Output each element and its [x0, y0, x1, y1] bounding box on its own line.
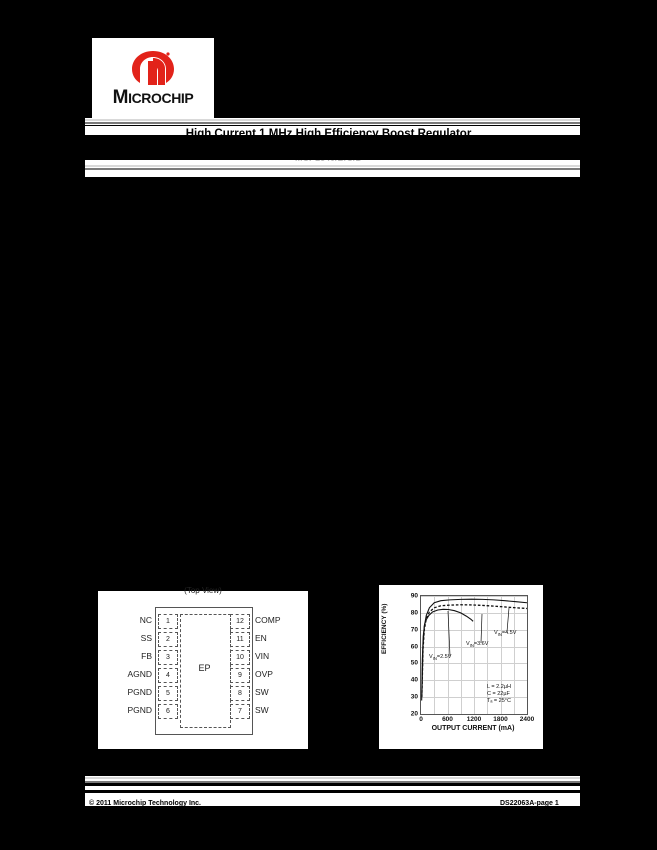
chart-leader-lines	[447, 607, 510, 657]
chart-x-axis-title: OUTPUT CURRENT (mA)	[431, 725, 515, 732]
footer-rule-band-top	[85, 776, 580, 782]
pin-5-label: PGND	[127, 687, 152, 697]
header-rule-2	[85, 122, 580, 124]
ytick-90: 90	[410, 592, 418, 600]
title-occlusion-mask	[0, 135, 657, 153]
pin-8-label: SW	[255, 687, 269, 697]
pin-11-label: EN	[255, 633, 267, 643]
gridline-x-1200	[474, 596, 475, 714]
chart-plot-area: 90 80 70 60 50 40 30 20 0 600 1200 1800 …	[411, 593, 534, 724]
pin-12-number: 12	[230, 614, 250, 629]
footer-rule-3	[85, 786, 580, 790]
footer-occlusion-mask	[0, 806, 657, 850]
gridline-x-900	[460, 596, 462, 714]
xtick-2400: 2400	[519, 716, 535, 723]
ytick-40: 40	[410, 676, 418, 684]
pin-11-number: 11	[230, 632, 250, 647]
ytick-80: 80	[410, 609, 418, 617]
gridline-x-1800	[500, 596, 502, 714]
ytick-30: 30	[410, 693, 418, 701]
annotation-vin-3v6: VIN=3.6V	[466, 641, 489, 649]
exposed-pad-label: EP	[198, 663, 211, 673]
footer-copyright: © 2011 Microchip Technology Inc.	[89, 800, 201, 807]
pin-1-label: NC	[139, 615, 152, 625]
pin-7-label: SW	[255, 705, 269, 715]
microchip-wordmark: MICROCHIP	[112, 87, 194, 108]
header-rule-band-top	[85, 118, 580, 125]
xtick-600: 600	[442, 716, 453, 723]
ytick-70: 70	[410, 626, 418, 634]
chart-y-axis-title: EFFICIENCY (%)	[381, 603, 388, 654]
gridline-x-1500	[487, 596, 489, 714]
annotation-vin-2v5: VIN=2.5V	[429, 654, 452, 662]
pin-diagram-caption: (Top View)	[184, 586, 222, 595]
microchip-logo-icon	[127, 49, 179, 87]
gridline-x-300	[434, 596, 436, 714]
ytick-50: 50	[410, 659, 418, 667]
gridline-x-2100	[513, 596, 515, 714]
efficiency-chart: EFFICIENCY (%) OUTPUT CURRENT (mA)	[379, 585, 543, 749]
pin-3-label: FB	[141, 651, 152, 661]
pin-4-label: AGND	[127, 669, 152, 679]
footer-rule-1	[85, 777, 580, 779]
footer-rule-2	[85, 781, 580, 783]
subtitle-occlusion-mask	[0, 152, 657, 160]
pin-10-number: 10	[230, 650, 250, 665]
pin-8-number: 8	[230, 686, 250, 701]
microchip-logo: MICROCHIP	[92, 38, 214, 118]
header-rule-1	[85, 119, 580, 121]
ytick-60: 60	[410, 643, 418, 651]
pin-6-label: PGND	[127, 705, 152, 715]
pin-10-label: VIN	[255, 651, 270, 661]
pin-1-number: 1	[158, 614, 178, 629]
xtick-1800: 1800	[493, 716, 508, 723]
header-rule-4	[85, 168, 580, 170]
pin-7-number: 7	[230, 704, 250, 719]
header-rule-3	[85, 165, 580, 167]
pin-4-number: 4	[158, 668, 178, 683]
header-rule-5	[85, 172, 580, 177]
pin-12-label: COMP	[255, 615, 281, 625]
ytick-20: 20	[410, 710, 418, 718]
annotation-vin-4v5: VIN=4.5V	[494, 630, 517, 638]
condition-temperature: Tₐ = 25°C	[487, 698, 511, 704]
pin-5-number: 5	[158, 686, 178, 701]
xtick-1200: 1200	[466, 716, 482, 723]
gridline-x-600	[447, 596, 449, 714]
pin-configuration-diagram: (Top View) EP 1 NC 2 SS 3 FB 4 AGND 5 PG…	[98, 586, 308, 749]
chart-curves	[421, 598, 527, 701]
pin-6-number: 6	[158, 704, 178, 719]
pin-9-label: OVP	[255, 669, 273, 679]
condition-capacitance: C = 22µF	[487, 691, 510, 697]
condition-inductance: L = 2.2µH	[487, 684, 511, 690]
pin-9-number: 9	[230, 668, 250, 683]
pin-2-label: SS	[140, 633, 152, 643]
pin-2-number: 2	[158, 632, 178, 647]
footer-doc-number: DS22063A-page 1	[500, 800, 559, 807]
footer-white-band	[85, 793, 580, 807]
pin-3-number: 3	[158, 650, 178, 665]
xtick-0: 0	[419, 716, 423, 723]
